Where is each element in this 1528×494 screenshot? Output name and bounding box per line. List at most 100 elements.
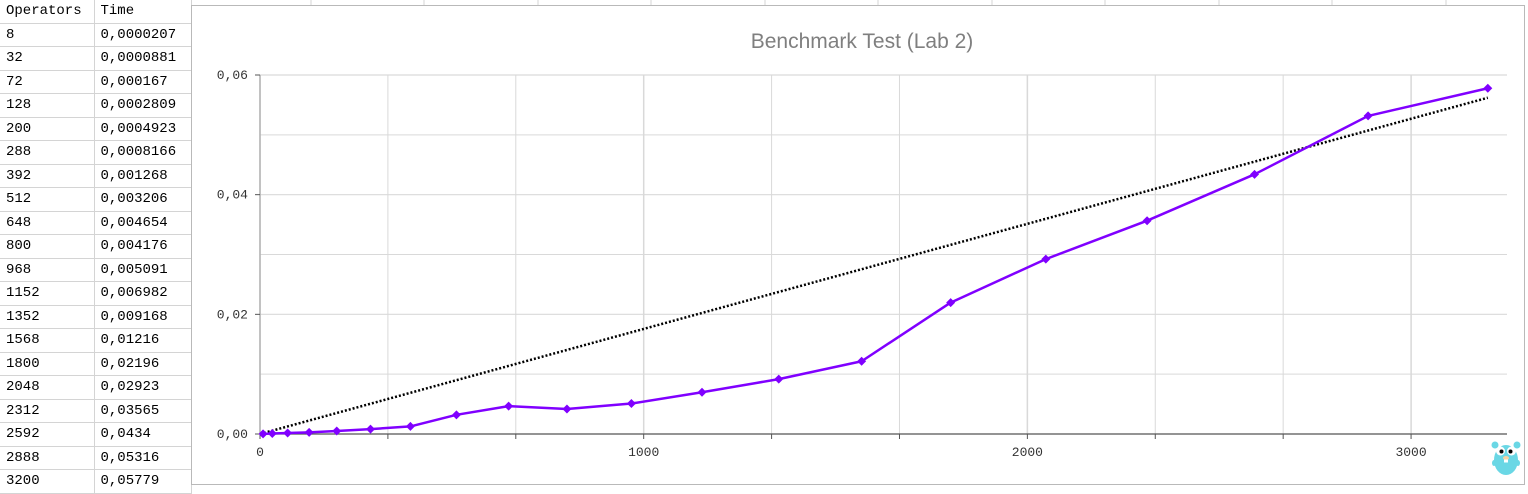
- table-row: 2592 0,0434: [0, 422, 192, 447]
- cell-time[interactable]: 0,0434: [94, 422, 192, 447]
- cell-operators[interactable]: 512: [0, 187, 95, 212]
- cell-operators[interactable]: 3200: [0, 469, 95, 494]
- data-point: [405, 421, 415, 431]
- data-point: [267, 428, 277, 438]
- cell-operators[interactable]: 72: [0, 70, 95, 94]
- cell-operators[interactable]: 1152: [0, 281, 95, 306]
- cell-time[interactable]: 0,05316: [94, 446, 192, 470]
- data-table: Operators Time 8 0,0000207 32 0,0000881 72 0,00…: [0, 0, 192, 494]
- data-series: [258, 83, 1493, 439]
- cell-operators[interactable]: 2888: [0, 446, 95, 470]
- data-point: [697, 387, 707, 397]
- cell-operators[interactable]: 648: [0, 211, 95, 235]
- data-point: [857, 356, 867, 366]
- chart-title: Benchmark Test (Lab 2): [751, 30, 974, 53]
- table-row: 2888 0,05316: [0, 446, 192, 470]
- table-row: 1800 0,02196: [0, 352, 192, 376]
- data-point: [304, 427, 314, 437]
- chart-grid: [259, 74, 1507, 434]
- table-row: 8 0,0000207: [0, 23, 192, 47]
- cell-time[interactable]: 0,0000881: [94, 46, 192, 71]
- trendline: [259, 96, 1489, 436]
- table-row: 1352 0,009168: [0, 305, 192, 329]
- cell-operators[interactable]: 1352: [0, 305, 95, 329]
- x-tick-label: 1000: [628, 445, 659, 460]
- cell-time[interactable]: 0,0002809: [94, 93, 192, 118]
- cell-time[interactable]: 0,0000207: [94, 23, 192, 47]
- cell-time[interactable]: 0,006982: [94, 281, 192, 306]
- y-tick-label: 0,00: [217, 427, 248, 442]
- cell-time[interactable]: 0,02923: [94, 375, 192, 400]
- data-point: [504, 401, 514, 411]
- cell-operators[interactable]: 800: [0, 234, 95, 259]
- table-row: 1568 0,01216: [0, 328, 192, 353]
- cell-operators[interactable]: 1568: [0, 328, 95, 353]
- cell-operators[interactable]: 288: [0, 140, 95, 165]
- cell-operators[interactable]: 200: [0, 117, 95, 141]
- chart-axes: [255, 74, 1507, 439]
- cell-operators[interactable]: 1800: [0, 352, 95, 376]
- cell-time[interactable]: 0,02196: [94, 352, 192, 376]
- cell-time[interactable]: 0,001268: [94, 164, 192, 188]
- table-header-row: Operators Time: [0, 0, 192, 24]
- cell-time[interactable]: 0,05779: [94, 469, 192, 494]
- table-row: 128 0,0002809: [0, 93, 192, 118]
- series-line: [263, 87, 1489, 436]
- data-point: [1041, 254, 1051, 264]
- cell-time[interactable]: 0,003206: [94, 187, 192, 212]
- data-point: [1142, 216, 1152, 226]
- table-row: 2312 0,03565: [0, 399, 192, 423]
- cell-time[interactable]: 0,004176: [94, 234, 192, 259]
- data-point: [946, 298, 956, 308]
- chart-container[interactable]: Benchmark Test (Lab 2) 0 1000 2000 3000 0,00…: [191, 5, 1525, 485]
- cell-time[interactable]: 0,005091: [94, 258, 192, 282]
- table-row: 392 0,001268: [0, 164, 192, 188]
- cell-time[interactable]: 0,000167: [94, 70, 192, 94]
- table-row: 968 0,005091: [0, 258, 192, 282]
- data-point: [562, 404, 572, 414]
- chart-tick-labels: 0 1000 2000 3000 0,00 0,02 0,04 0,06: [217, 68, 1427, 460]
- data-point: [1483, 83, 1493, 93]
- x-tick-label: 3000: [1395, 445, 1426, 460]
- data-point: [774, 374, 784, 384]
- cell-operators[interactable]: 968: [0, 258, 95, 282]
- data-point: [1363, 111, 1373, 121]
- data-point: [283, 428, 293, 438]
- cell-time[interactable]: 0,03565: [94, 399, 192, 423]
- x-tick-label: 0: [256, 445, 264, 460]
- data-point: [366, 424, 376, 434]
- table-row: 72 0,000167: [0, 70, 192, 94]
- trendline-linear: [259, 96, 1489, 436]
- cell-time[interactable]: 0,0004923: [94, 117, 192, 141]
- cell-time[interactable]: Time: [94, 0, 192, 24]
- table-row: 512 0,003206: [0, 187, 192, 212]
- y-tick-label: 0,02: [217, 307, 248, 322]
- table-row: 1152 0,006982: [0, 281, 192, 306]
- y-tick-label: 0,06: [217, 68, 248, 83]
- data-point: [332, 426, 342, 436]
- cell-time[interactable]: 0,01216: [94, 328, 192, 353]
- cell-operators[interactable]: 32: [0, 46, 95, 71]
- cell-time[interactable]: 0,009168: [94, 305, 192, 329]
- data-point: [258, 429, 268, 439]
- cell-operators[interactable]: 128: [0, 93, 95, 118]
- cell-operators[interactable]: 8: [0, 23, 95, 47]
- cell-time[interactable]: 0,0008166: [94, 140, 192, 165]
- cell-operators[interactable]: 392: [0, 164, 95, 188]
- x-tick-label: 2000: [1012, 445, 1043, 460]
- data-point: [451, 410, 461, 420]
- cell-operators[interactable]: 2592: [0, 422, 95, 447]
- table-row: 2048 0,02923: [0, 375, 192, 400]
- table-row: 200 0,0004923: [0, 117, 192, 141]
- table-row: 32 0,0000881: [0, 46, 192, 71]
- data-point: [626, 399, 636, 409]
- cell-operators[interactable]: 2048: [0, 375, 95, 400]
- table-row: 288 0,0008166: [0, 140, 192, 165]
- benchmark-chart: Benchmark Test (Lab 2) 0 1000 2000 3000 0,00…: [217, 30, 1507, 460]
- cell-operators[interactable]: Operators: [0, 0, 95, 24]
- y-tick-label: 0,04: [217, 188, 248, 203]
- data-point: [1250, 169, 1260, 179]
- cell-time[interactable]: 0,004654: [94, 211, 192, 235]
- table-row: 3200 0,05779: [0, 469, 192, 494]
- cell-operators[interactable]: 2312: [0, 399, 95, 423]
